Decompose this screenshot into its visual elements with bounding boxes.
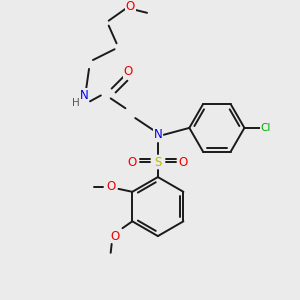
- Text: S: S: [154, 156, 162, 169]
- Text: O: O: [110, 230, 119, 243]
- Text: O: O: [126, 0, 135, 14]
- Text: N: N: [154, 128, 162, 141]
- Text: O: O: [179, 156, 188, 169]
- Text: O: O: [128, 156, 137, 169]
- Text: O: O: [106, 180, 115, 194]
- Text: H: H: [72, 98, 80, 108]
- Text: N: N: [80, 89, 88, 102]
- Text: Cl: Cl: [261, 123, 271, 133]
- Text: O: O: [124, 65, 133, 78]
